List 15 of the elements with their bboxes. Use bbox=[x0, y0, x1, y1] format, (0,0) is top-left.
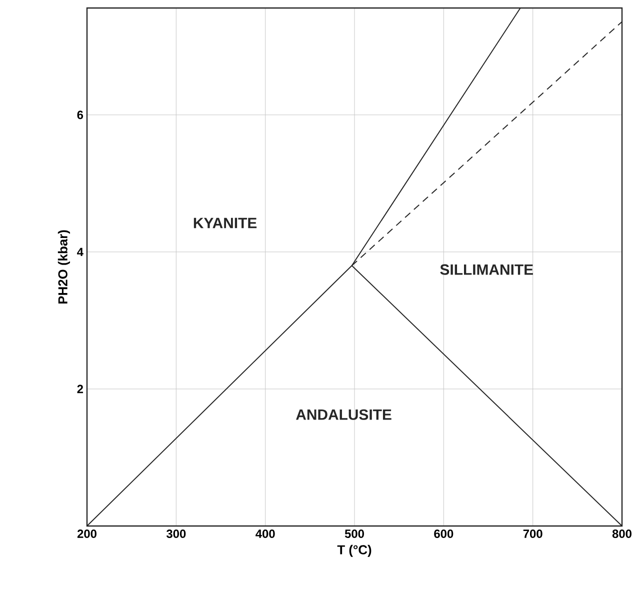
x-tick-label: 500 bbox=[344, 530, 364, 538]
x-tick-label: 400 bbox=[256, 530, 275, 538]
x-axis-title: T (°C) bbox=[337, 544, 372, 557]
x-tick-label: 200 bbox=[77, 530, 96, 538]
y-tick-label: 4 bbox=[77, 248, 84, 256]
y-tick-label: 2 bbox=[77, 384, 84, 394]
annotation: SILLIMANITE bbox=[440, 264, 533, 275]
annotation: ANDALUSITE bbox=[296, 409, 392, 420]
x-tick-label: 600 bbox=[434, 530, 454, 538]
x-tick-label: 800 bbox=[612, 530, 632, 538]
y-axis-title: PH2O (kbar) bbox=[58, 230, 70, 304]
annotation: KYANITE bbox=[194, 218, 257, 228]
x-tick-label: 300 bbox=[166, 530, 186, 538]
y-tick-label: 6 bbox=[77, 110, 84, 120]
x-tick-label: 700 bbox=[523, 530, 542, 538]
